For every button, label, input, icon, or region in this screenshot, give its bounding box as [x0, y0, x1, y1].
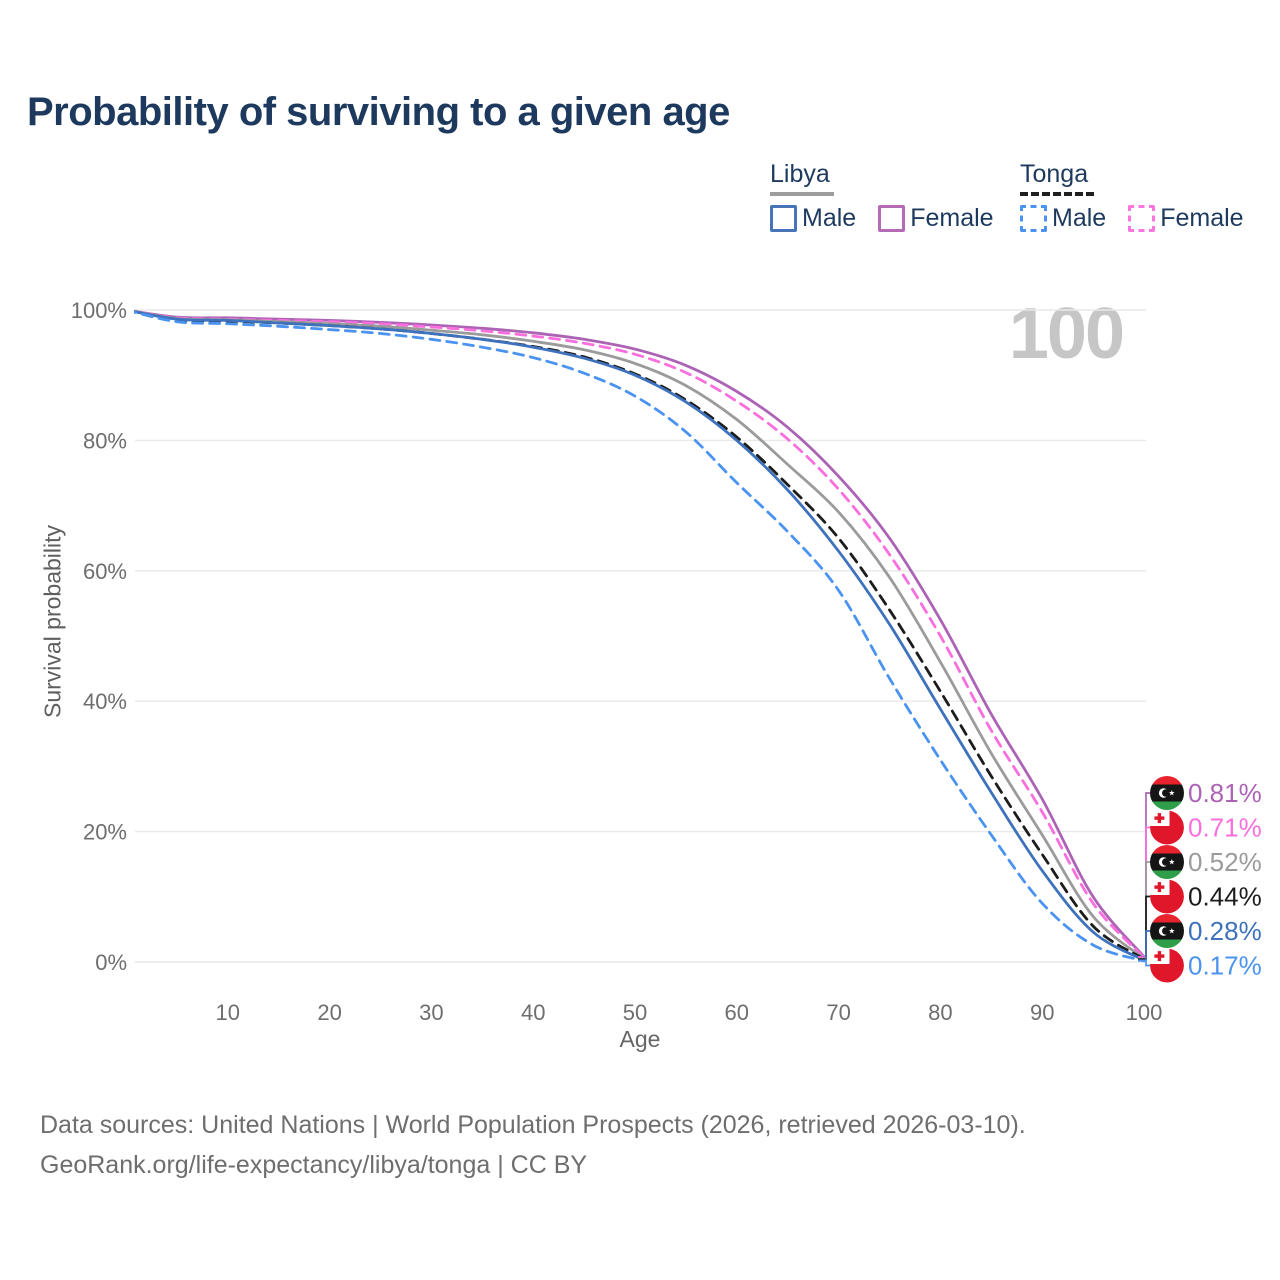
- end-connector-libya-total: [1138, 861, 1150, 960]
- x-tick-label: 50: [623, 1000, 647, 1025]
- legend-label-tonga-male[interactable]: Male: [1052, 204, 1107, 232]
- legend-underline-libya: [770, 192, 834, 196]
- footer-data-sources: Data sources: United Nations | World Pop…: [40, 1111, 1026, 1139]
- legend-country-libya: Libya: [770, 160, 830, 188]
- x-tick-label: 100: [1126, 1000, 1163, 1025]
- legend-label-libya-male[interactable]: Male: [802, 204, 857, 232]
- flag-icon-libya: [1150, 845, 1184, 879]
- end-connector-libya-female: [1138, 792, 1150, 958]
- end-connector-tonga-total: [1138, 895, 1150, 960]
- legend-swatch-tonga-male[interactable]: [1020, 205, 1047, 232]
- end-value-label-tonga-total: 0.44%: [1188, 882, 1262, 912]
- x-tick-label: 60: [725, 1000, 749, 1025]
- x-tick-label: 40: [521, 1000, 545, 1025]
- end-connector-tonga-female: [1138, 826, 1150, 959]
- footer-attribution: GeoRank.org/life-expectancy/libya/tonga …: [40, 1151, 588, 1179]
- page-title: Probability of surviving to a given age: [27, 90, 730, 134]
- end-value-label-libya-male: 0.28%: [1188, 916, 1262, 946]
- curve-libya-total[interactable]: [126, 310, 1146, 960]
- curve-tonga-male[interactable]: [126, 310, 1146, 963]
- x-tick-label: 80: [928, 1000, 952, 1025]
- legend-swatch-libya-female[interactable]: [878, 205, 906, 232]
- flag-icon-tonga: [1150, 948, 1184, 983]
- x-tick-label: 10: [216, 1000, 240, 1025]
- x-tick-label: 90: [1030, 1000, 1054, 1025]
- flag-icon-libya: [1150, 914, 1184, 948]
- x-tick-label: 70: [826, 1000, 850, 1025]
- y-tick-label: 20%: [83, 820, 127, 845]
- x-tick-label: 20: [317, 1000, 341, 1025]
- curve-tonga-female[interactable]: [126, 309, 1146, 959]
- curve-libya-female[interactable]: [126, 309, 1146, 959]
- legend-underline-tonga: [1020, 192, 1094, 196]
- y-tick-label: 100%: [71, 298, 127, 323]
- legend-group-libya: Libya Male Female: [770, 160, 1016, 233]
- legend-label-tonga-female[interactable]: Female: [1160, 204, 1244, 232]
- y-tick-label: 80%: [83, 428, 127, 453]
- end-value-label-tonga-male: 0.17%: [1188, 951, 1262, 981]
- end-value-label-tonga-female: 0.71%: [1188, 813, 1262, 843]
- y-tick-label: 60%: [83, 559, 127, 584]
- flag-icon-libya: [1150, 776, 1184, 810]
- footer: Data sources: United Nations | World Pop…: [40, 1105, 1026, 1185]
- curve-libya-male[interactable]: [126, 310, 1146, 962]
- flag-icon-tonga: [1150, 810, 1184, 845]
- legend-group-tonga: Tonga Male Female: [1020, 160, 1266, 233]
- legend-label-libya-female[interactable]: Female: [910, 204, 994, 232]
- x-tick-label: 30: [419, 1000, 443, 1025]
- flag-icon-tonga: [1150, 879, 1184, 914]
- legend-swatch-libya-male[interactable]: [770, 205, 797, 232]
- end-value-label-libya-female: 0.81%: [1188, 778, 1262, 808]
- curve-tonga-total[interactable]: [126, 310, 1146, 961]
- x-axis-title: Age: [619, 1026, 661, 1052]
- end-value-label-libya-total: 0.52%: [1188, 847, 1262, 877]
- y-tick-label: 40%: [83, 689, 127, 714]
- end-connector-tonga-male: [1138, 960, 1150, 967]
- y-tick-label: 0%: [95, 950, 127, 975]
- legend-swatch-tonga-female[interactable]: [1128, 205, 1156, 232]
- legend-country-tonga: Tonga: [1020, 160, 1089, 188]
